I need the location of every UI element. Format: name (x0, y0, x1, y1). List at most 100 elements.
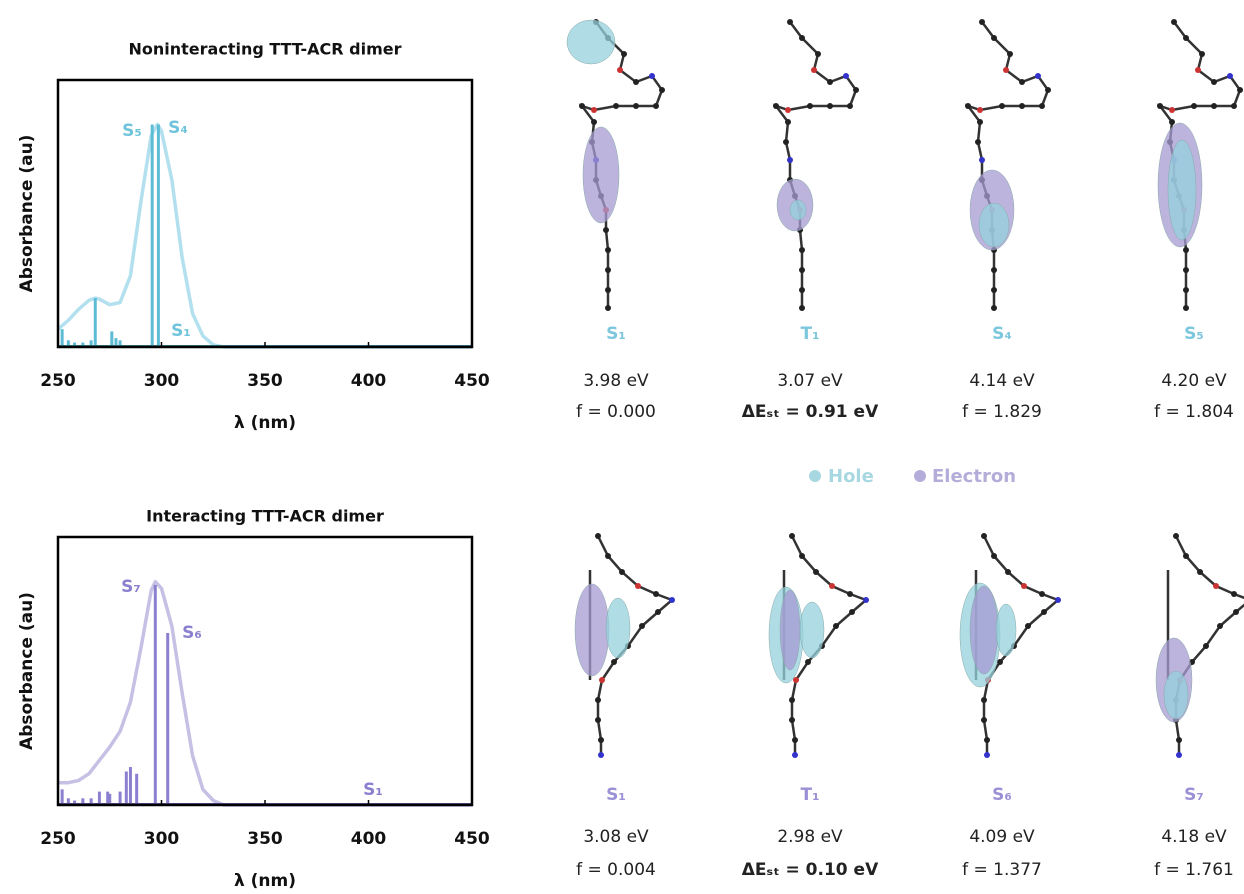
atom (591, 119, 597, 125)
x-axis-label: λ (nm) (234, 871, 296, 891)
atom (1045, 87, 1051, 93)
atom (1191, 103, 1197, 109)
atom (1197, 569, 1203, 575)
orbital-density (582, 126, 620, 224)
x-tick-label: 400 (351, 371, 387, 391)
atom (605, 553, 611, 559)
atom (1019, 79, 1025, 85)
atom (1217, 623, 1223, 629)
state-energy: 3.07 eV (777, 371, 843, 391)
atom (977, 107, 983, 113)
state-detail: ΔEₛₜ = 0.91 eV (742, 402, 879, 422)
peak-label: S₇ (121, 577, 141, 597)
orbital-density (574, 583, 610, 677)
x-axis-label: λ (nm) (234, 413, 296, 433)
atom (659, 87, 665, 93)
state-label: S₆ (992, 785, 1012, 805)
atom (813, 569, 819, 575)
orbital-density (969, 585, 999, 675)
atom (789, 697, 795, 703)
atom (1183, 305, 1189, 311)
atom (591, 107, 597, 113)
y-axis-label: Absorbance (au) (17, 592, 37, 750)
atom (965, 103, 971, 109)
atom (981, 697, 987, 703)
atom (1183, 267, 1189, 273)
orbital-density (995, 603, 1017, 657)
x-tick-label: 350 (247, 371, 283, 391)
atom (1183, 35, 1189, 41)
atom (991, 35, 997, 41)
state-energy: 4.09 eV (969, 827, 1035, 847)
atom (789, 533, 795, 539)
peak-label: S₆ (182, 623, 202, 643)
orbital-density (789, 199, 807, 221)
atom (1211, 79, 1217, 85)
plot-frame (56, 78, 474, 349)
atom (792, 737, 798, 743)
state-energy: 4.18 eV (1161, 827, 1227, 847)
peak-label: S₅ (122, 121, 142, 141)
state-detail: f = 0.000 (576, 402, 656, 422)
atom (799, 287, 805, 293)
molecule-bonds (964, 21, 1050, 308)
atom (773, 103, 779, 109)
atom (639, 623, 645, 629)
atom (1176, 752, 1182, 758)
atom (655, 609, 661, 615)
atom (1005, 569, 1011, 575)
state-energy: 4.14 eV (969, 371, 1035, 391)
atom (653, 103, 659, 109)
atom (991, 553, 997, 559)
atom (849, 609, 855, 615)
atom (1003, 67, 1009, 73)
state-detail: ΔEₛₜ = 0.10 eV (742, 860, 879, 880)
peak-label: S₁ (171, 321, 191, 341)
atom (811, 67, 817, 73)
atom (1237, 87, 1243, 93)
atom (991, 305, 997, 311)
atom (605, 247, 611, 253)
state-label: S₇ (1184, 785, 1204, 805)
atom (975, 139, 981, 145)
atom (599, 677, 605, 683)
atom (979, 157, 985, 163)
state-detail: f = 1.761 (1154, 860, 1234, 880)
atom (621, 51, 627, 57)
atom (984, 737, 990, 743)
atom (977, 119, 983, 125)
atom (787, 157, 793, 163)
atom (1035, 73, 1041, 79)
atom (649, 73, 655, 79)
state-energy: 2.98 eV (777, 827, 843, 847)
orbital-density (1167, 139, 1197, 241)
state-label: S₁ (606, 324, 626, 344)
state-energy: 3.08 eV (583, 827, 649, 847)
legend-label: Hole (828, 466, 874, 487)
orbital-density (1163, 670, 1189, 720)
peak-label: S₁ (363, 780, 383, 800)
atom (792, 752, 798, 758)
atom (653, 591, 659, 597)
atom (1183, 287, 1189, 293)
molecule-bonds (1174, 535, 1244, 755)
atom (829, 583, 835, 589)
state-detail: f = 1.804 (1154, 402, 1234, 422)
atom (787, 19, 793, 25)
spectrum-line (56, 122, 472, 349)
molecule-bonds (772, 21, 858, 308)
atom (595, 717, 601, 723)
atom (603, 227, 609, 233)
x-tick-label: 250 (40, 371, 76, 391)
x-tick-label: 300 (144, 829, 180, 849)
plot-frame (56, 535, 474, 807)
atom (1169, 107, 1175, 113)
atom (805, 659, 811, 665)
x-tick-label: 300 (144, 371, 180, 391)
atom (613, 103, 619, 109)
x-tick-label: 250 (40, 829, 76, 849)
atom (1021, 583, 1027, 589)
orbital-density (799, 601, 825, 659)
atom (1231, 591, 1237, 597)
legend-label: Electron (932, 466, 1016, 487)
